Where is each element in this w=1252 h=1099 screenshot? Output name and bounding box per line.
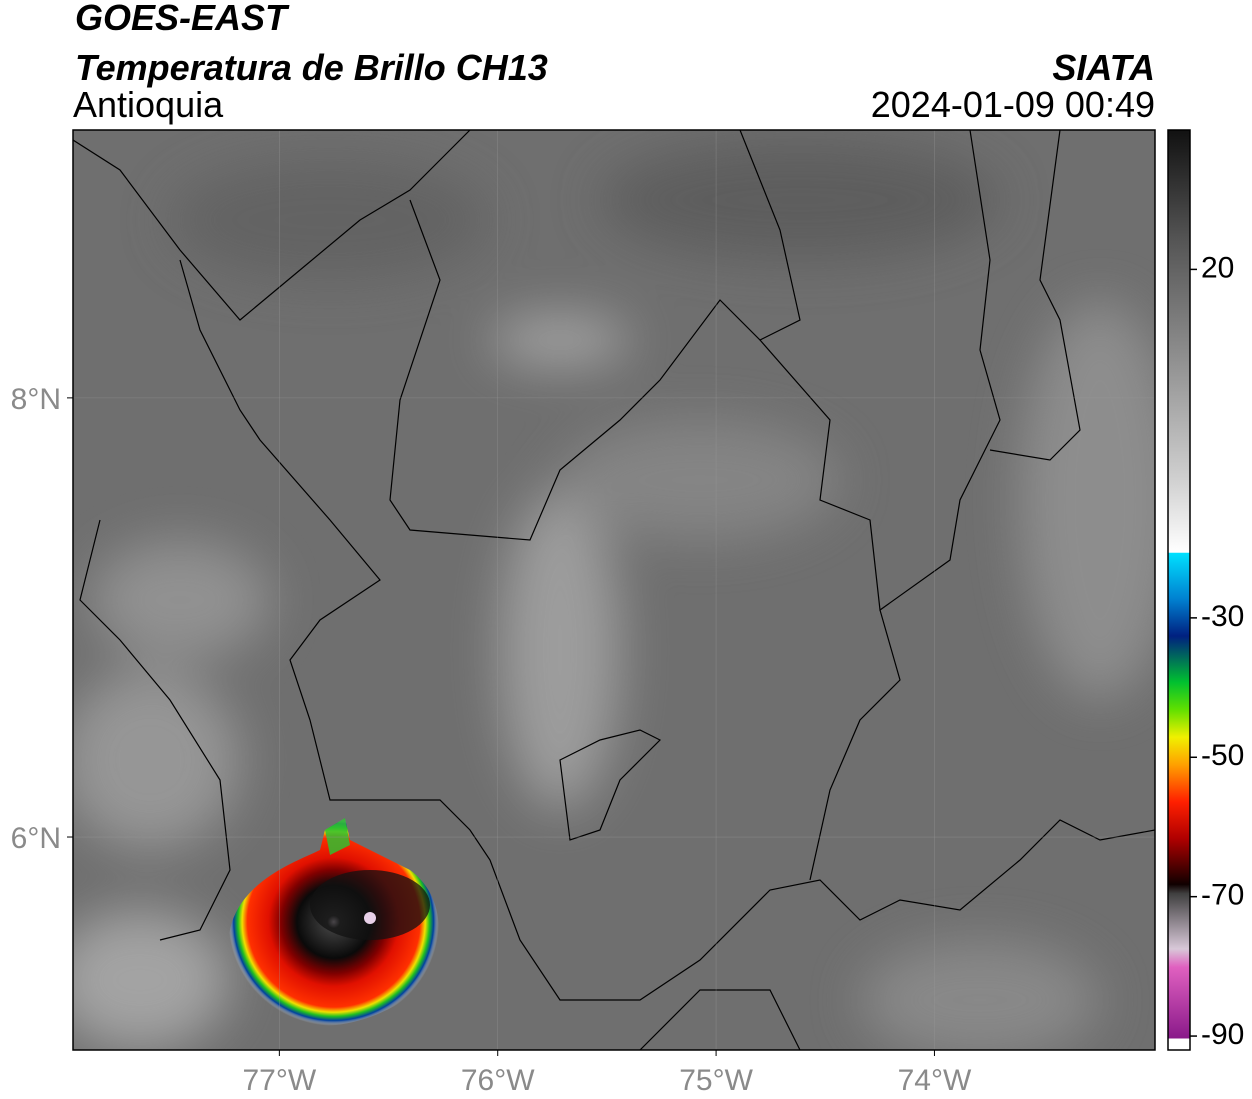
subtitle: Temperatura de Brillo CH13 [75, 47, 548, 88]
x-tick-label: 76°W [461, 1064, 535, 1097]
map-imagery [73, 130, 1155, 1050]
colorbar-tick-label: -50 [1201, 739, 1244, 772]
map-frame [72, 129, 1156, 1051]
y-tick-label: 8°N [11, 383, 61, 416]
x-tick-label: 75°W [679, 1064, 753, 1097]
colorbar-tick-label: -70 [1201, 879, 1244, 912]
source: SIATA [1052, 47, 1155, 88]
title: GOES-EAST [75, 0, 290, 38]
datetime: 2024-01-09 00:49 [871, 84, 1155, 125]
colorbar-tick-label: -90 [1201, 1018, 1244, 1051]
graticule [73, 130, 1155, 1050]
y-tick-label: 6°N [11, 822, 61, 855]
x-tick-label: 77°W [243, 1064, 317, 1097]
x-tick-label: 74°W [898, 1064, 972, 1097]
colorbar [1167, 129, 1191, 1051]
colorbar-tick-label: -30 [1201, 600, 1244, 633]
colorbar-tick-label: 20 [1201, 251, 1234, 284]
region: Antioquia [73, 84, 224, 125]
